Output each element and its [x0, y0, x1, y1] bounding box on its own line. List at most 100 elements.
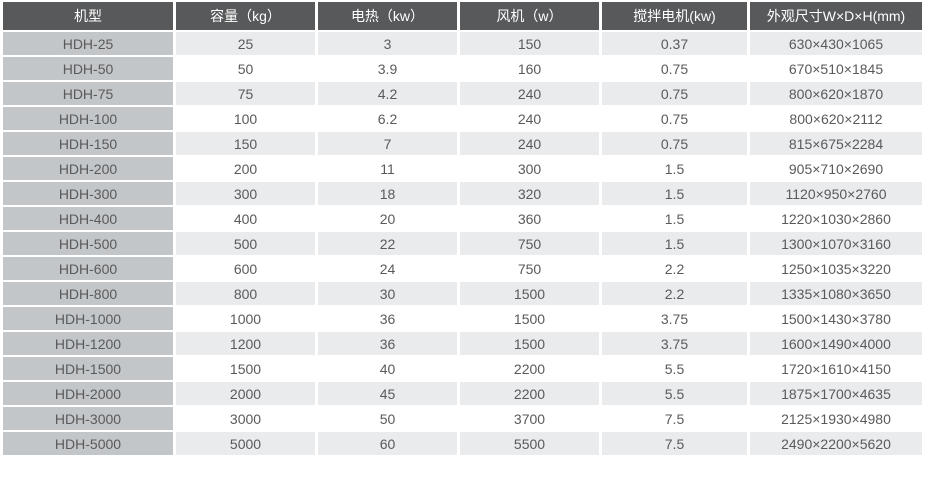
cell-mixer_motor_kw: 5.5: [602, 357, 747, 380]
table-row: HDH-300 300 18 320 1.5 1120×950×2760: [3, 182, 922, 205]
cell-mixer_motor_kw: 7.5: [602, 407, 747, 430]
cell-model: HDH-50: [3, 57, 173, 80]
cell-heater_kw: 36: [318, 332, 457, 355]
cell-fan_w: 1500: [460, 282, 599, 305]
cell-dimensions_wdh_mm: 1300×1070×3160: [750, 232, 922, 255]
cell-heater_kw: 6.2: [318, 107, 457, 130]
header-cell-model: 机型: [3, 2, 173, 30]
cell-fan_w: 5500: [460, 432, 599, 455]
cell-mixer_motor_kw: 0.75: [602, 82, 747, 105]
header-cell-mixer-motor: 搅拌电机(kw): [602, 2, 747, 30]
cell-mixer_motor_kw: 1.5: [602, 182, 747, 205]
table-row: HDH-400 400 20 360 1.5 1220×1030×2860: [3, 207, 922, 230]
cell-dimensions_wdh_mm: 1220×1030×2860: [750, 207, 922, 230]
table-row: HDH-500 500 22 750 1.5 1300×1070×3160: [3, 232, 922, 255]
cell-capacity_kg: 75: [176, 82, 315, 105]
cell-capacity_kg: 1500: [176, 357, 315, 380]
table-row: HDH-150 150 7 240 0.75 815×675×2284: [3, 132, 922, 155]
cell-mixer_motor_kw: 0.37: [602, 32, 747, 55]
cell-dimensions_wdh_mm: 1875×1700×4635: [750, 382, 922, 405]
cell-heater_kw: 3: [318, 32, 457, 55]
cell-heater_kw: 4.2: [318, 82, 457, 105]
cell-fan_w: 240: [460, 82, 599, 105]
cell-fan_w: 1500: [460, 307, 599, 330]
cell-capacity_kg: 50: [176, 57, 315, 80]
cell-capacity_kg: 100: [176, 107, 315, 130]
cell-dimensions_wdh_mm: 800×620×2112: [750, 107, 922, 130]
cell-dimensions_wdh_mm: 815×675×2284: [750, 132, 922, 155]
cell-fan_w: 320: [460, 182, 599, 205]
cell-fan_w: 360: [460, 207, 599, 230]
cell-mixer_motor_kw: 3.75: [602, 332, 747, 355]
cell-capacity_kg: 150: [176, 132, 315, 155]
cell-model: HDH-1500: [3, 357, 173, 380]
cell-fan_w: 300: [460, 157, 599, 180]
cell-capacity_kg: 300: [176, 182, 315, 205]
cell-heater_kw: 45: [318, 382, 457, 405]
cell-capacity_kg: 500: [176, 232, 315, 255]
cell-dimensions_wdh_mm: 905×710×2690: [750, 157, 922, 180]
cell-model: HDH-2000: [3, 382, 173, 405]
cell-model: HDH-800: [3, 282, 173, 305]
header-cell-fan: 风机（w）: [460, 2, 599, 30]
table-row: HDH-75 75 4.2 240 0.75 800×620×1870: [3, 82, 922, 105]
cell-heater_kw: 3.9: [318, 57, 457, 80]
cell-capacity_kg: 800: [176, 282, 315, 305]
cell-mixer_motor_kw: 1.5: [602, 157, 747, 180]
cell-mixer_motor_kw: 3.75: [602, 307, 747, 330]
cell-capacity_kg: 3000: [176, 407, 315, 430]
cell-model: HDH-200: [3, 157, 173, 180]
cell-mixer_motor_kw: 1.5: [602, 207, 747, 230]
cell-heater_kw: 22: [318, 232, 457, 255]
cell-fan_w: 160: [460, 57, 599, 80]
cell-dimensions_wdh_mm: 1335×1080×3650: [750, 282, 922, 305]
cell-model: HDH-3000: [3, 407, 173, 430]
cell-heater_kw: 11: [318, 157, 457, 180]
cell-model: HDH-25: [3, 32, 173, 55]
header-cell-capacity: 容量（kg）: [176, 2, 315, 30]
cell-mixer_motor_kw: 0.75: [602, 132, 747, 155]
product-spec-table: 机型 容量（kg） 电热（kw） 风机（w） 搅拌电机(kw) 外观尺寸W×D×…: [3, 2, 922, 455]
cell-heater_kw: 30: [318, 282, 457, 305]
cell-capacity_kg: 2000: [176, 382, 315, 405]
cell-dimensions_wdh_mm: 2125×1930×4980: [750, 407, 922, 430]
cell-fan_w: 240: [460, 132, 599, 155]
cell-heater_kw: 7: [318, 132, 457, 155]
cell-model: HDH-100: [3, 107, 173, 130]
cell-mixer_motor_kw: 5.5: [602, 382, 747, 405]
table-row: HDH-600 600 24 750 2.2 1250×1035×3220: [3, 257, 922, 280]
cell-dimensions_wdh_mm: 2490×2200×5620: [750, 432, 922, 455]
cell-capacity_kg: 600: [176, 257, 315, 280]
cell-heater_kw: 18: [318, 182, 457, 205]
cell-capacity_kg: 25: [176, 32, 315, 55]
cell-dimensions_wdh_mm: 1720×1610×4150: [750, 357, 922, 380]
cell-fan_w: 1500: [460, 332, 599, 355]
header-cell-heater: 电热（kw）: [318, 2, 457, 30]
cell-heater_kw: 24: [318, 257, 457, 280]
cell-fan_w: 3700: [460, 407, 599, 430]
cell-model: HDH-150: [3, 132, 173, 155]
cell-fan_w: 150: [460, 32, 599, 55]
cell-dimensions_wdh_mm: 670×510×1845: [750, 57, 922, 80]
header-cell-dimensions: 外观尺寸W×D×H(mm): [750, 2, 922, 30]
cell-mixer_motor_kw: 7.5: [602, 432, 747, 455]
cell-model: HDH-75: [3, 82, 173, 105]
cell-mixer_motor_kw: 0.75: [602, 107, 747, 130]
cell-fan_w: 2200: [460, 382, 599, 405]
cell-mixer_motor_kw: 2.2: [602, 282, 747, 305]
cell-model: HDH-1200: [3, 332, 173, 355]
table-row: HDH-100 100 6.2 240 0.75 800×620×2112: [3, 107, 922, 130]
cell-fan_w: 2200: [460, 357, 599, 380]
cell-mixer_motor_kw: 2.2: [602, 257, 747, 280]
cell-capacity_kg: 5000: [176, 432, 315, 455]
cell-capacity_kg: 200: [176, 157, 315, 180]
table-row: HDH-25 25 3 150 0.37 630×430×1065: [3, 32, 922, 55]
cell-dimensions_wdh_mm: 630×430×1065: [750, 32, 922, 55]
header-row: 机型 容量（kg） 电热（kw） 风机（w） 搅拌电机(kw) 外观尺寸W×D×…: [3, 2, 922, 30]
cell-dimensions_wdh_mm: 1250×1035×3220: [750, 257, 922, 280]
cell-heater_kw: 20: [318, 207, 457, 230]
cell-mixer_motor_kw: 1.5: [602, 232, 747, 255]
cell-model: HDH-1000: [3, 307, 173, 330]
cell-fan_w: 750: [460, 257, 599, 280]
table-row: HDH-1200 1200 36 1500 3.75 1600×1490×4000: [3, 332, 922, 355]
